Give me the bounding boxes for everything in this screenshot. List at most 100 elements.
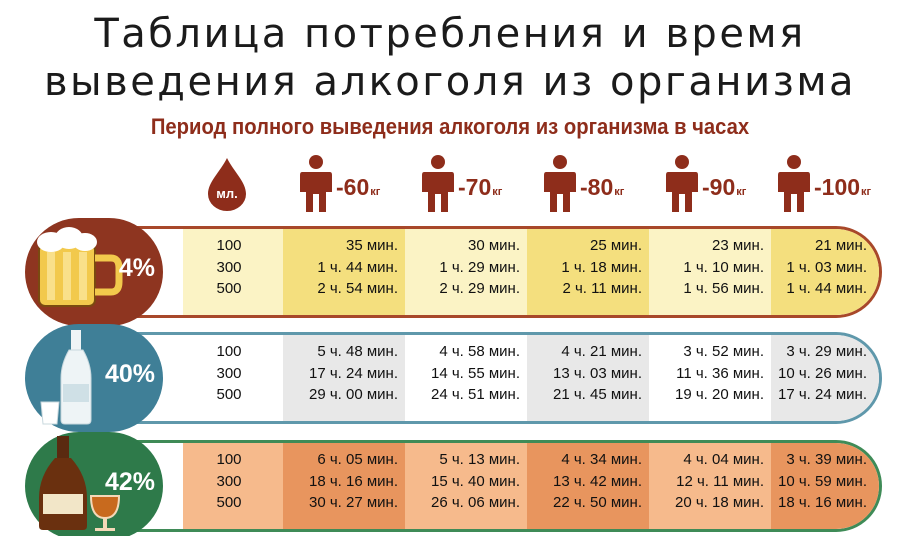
time-value: 1 ч. 03 мин. bbox=[786, 258, 867, 276]
time-value: 15 ч. 40 мин. bbox=[431, 472, 520, 490]
beer-row: 100 300 500 35 мин. 1 ч. 44 мин. 2 ч. 54… bbox=[40, 226, 882, 318]
time-value: 23 мин. bbox=[712, 237, 764, 254]
person-icon bbox=[666, 155, 698, 212]
time-value: 1 ч. 44 мин. bbox=[317, 258, 398, 276]
time-cell-90kg: 3 ч. 52 мин. 11 ч. 36 мин. 19 ч. 20 мин. bbox=[675, 341, 764, 406]
time-cell-60kg: 6 ч. 05 мин. 18 ч. 16 мин. 30 ч. 27 мин. bbox=[309, 449, 398, 514]
weight-header-100: -100кг bbox=[776, 154, 891, 216]
time-cell-80kg: 4 ч. 34 мин. 13 ч. 42 мин. 22 ч. 50 мин. bbox=[553, 449, 642, 514]
person-icon bbox=[544, 155, 576, 212]
volume-value: 300 bbox=[216, 364, 242, 382]
time-value: 4 ч. 04 мин. bbox=[683, 451, 764, 468]
time-value: 21 мин. bbox=[815, 237, 867, 254]
time-value: 19 ч. 20 мин. bbox=[675, 386, 764, 403]
weight-label-80: -80кг bbox=[580, 174, 625, 200]
cognac-badge: 42% bbox=[25, 432, 163, 536]
weight-header-90: -90кг bbox=[664, 154, 754, 216]
volume-value: 500 bbox=[216, 386, 242, 403]
time-value: 17 ч. 24 мин. bbox=[778, 386, 867, 403]
volume-value: 100 bbox=[216, 237, 242, 254]
vodka-bottle-icon bbox=[40, 330, 92, 425]
time-cell-70kg: 30 мин. 1 ч. 29 мин. 2 ч. 29 мин. bbox=[439, 235, 520, 300]
weight-label-60: -60кг bbox=[336, 174, 381, 200]
time-cell-80kg: 25 мин. 1 ч. 18 мин. 2 ч. 11 мин. bbox=[561, 235, 642, 300]
time-value: 1 ч. 18 мин. bbox=[561, 258, 642, 276]
time-value: 21 ч. 45 мин. bbox=[553, 386, 642, 403]
time-value: 3 ч. 52 мин. bbox=[683, 343, 764, 360]
table-subtitle: Период полного выведения алкоголя из орг… bbox=[150, 114, 750, 139]
volume-values: 100 300 500 bbox=[201, 449, 257, 514]
weight-label-70: -70кг bbox=[458, 174, 503, 200]
time-cell-70kg: 4 ч. 58 мин. 14 ч. 55 мин. 24 ч. 51 мин. bbox=[431, 341, 520, 406]
time-value: 18 ч. 16 мин. bbox=[309, 472, 398, 490]
time-value: 3 ч. 39 мин. bbox=[786, 451, 867, 468]
drop-icon bbox=[208, 158, 246, 211]
time-value: 4 ч. 58 мин. bbox=[439, 343, 520, 360]
time-value: 30 ч. 27 мин. bbox=[309, 494, 398, 511]
time-value: 3 ч. 29 мин. bbox=[786, 343, 867, 360]
time-value: 1 ч. 56 мин. bbox=[683, 280, 764, 297]
time-value: 10 ч. 26 мин. bbox=[778, 364, 867, 382]
time-cell-90kg: 23 мин. 1 ч. 10 мин. 1 ч. 56 мин. bbox=[683, 235, 764, 300]
cognac-row: 100 300 500 6 ч. 05 мин. 18 ч. 16 мин. 3… bbox=[40, 440, 882, 532]
time-value: 10 ч. 59 мин. bbox=[778, 472, 867, 490]
time-value: 4 ч. 21 мин. bbox=[561, 343, 642, 360]
time-cell-70kg: 5 ч. 13 мин. 15 ч. 40 мин. 26 ч. 06 мин. bbox=[431, 449, 520, 514]
time-value: 26 ч. 06 мин. bbox=[431, 494, 520, 511]
time-value: 4 ч. 34 мин. bbox=[561, 451, 642, 468]
alcohol-percent: 42% bbox=[104, 468, 155, 496]
time-value: 2 ч. 29 мин. bbox=[439, 280, 520, 297]
alcohol-percent: 4% bbox=[118, 254, 155, 282]
volume-value: 300 bbox=[216, 258, 242, 276]
time-value: 2 ч. 54 мин. bbox=[317, 280, 398, 297]
beer-mug-icon bbox=[37, 227, 123, 307]
time-value: 14 ч. 55 мин. bbox=[431, 364, 520, 382]
time-value: 1 ч. 10 мин. bbox=[683, 258, 764, 276]
time-cell-100kg: 21 мин. 1 ч. 03 мин. 1 ч. 44 мин. bbox=[786, 235, 867, 300]
beer-badge: 4% bbox=[25, 218, 163, 326]
time-value: 20 ч. 18 мин. bbox=[675, 494, 764, 511]
volume-unit-label: мл. bbox=[216, 186, 238, 201]
volume-values: 100 300 500 bbox=[201, 341, 257, 406]
page-title-line-1: Таблица потребления и время bbox=[94, 11, 806, 57]
person-icon bbox=[422, 155, 454, 212]
time-value: 11 ч. 36 мин. bbox=[676, 364, 764, 382]
alcohol-percent: 40% bbox=[104, 360, 155, 388]
weight-label-90: -90кг bbox=[702, 174, 747, 200]
volume-value: 300 bbox=[216, 472, 242, 490]
volume-value: 100 bbox=[216, 343, 242, 360]
time-cell-90kg: 4 ч. 04 мин. 12 ч. 11 мин. 20 ч. 18 мин. bbox=[675, 449, 764, 514]
time-value: 2 ч. 11 мин. bbox=[562, 280, 642, 297]
vodka-row: 100 300 500 5 ч. 48 мин. 17 ч. 24 мин. 2… bbox=[40, 332, 882, 424]
time-value: 25 мин. bbox=[590, 237, 642, 254]
time-value: 5 ч. 13 мин. bbox=[439, 451, 520, 468]
time-value: 24 ч. 51 мин. bbox=[431, 386, 520, 403]
time-cell-60kg: 5 ч. 48 мин. 17 ч. 24 мин. 29 ч. 00 мин. bbox=[309, 341, 398, 406]
weight-label-100: -100кг bbox=[814, 174, 872, 200]
time-value: 35 мин. bbox=[346, 237, 398, 254]
volume-header: мл. bbox=[202, 156, 252, 212]
time-cell-100kg: 3 ч. 39 мин. 10 ч. 59 мин. 18 ч. 16 мин. bbox=[778, 449, 867, 514]
volume-value: 500 bbox=[216, 494, 242, 511]
volume-values: 100 300 500 bbox=[201, 235, 257, 300]
time-value: 1 ч. 44 мин. bbox=[786, 280, 867, 297]
time-cell-60kg: 35 мин. 1 ч. 44 мин. 2 ч. 54 мин. bbox=[317, 235, 398, 300]
time-cell-80kg: 4 ч. 21 мин. 13 ч. 03 мин. 21 ч. 45 мин. bbox=[553, 341, 642, 406]
weight-header-80: -80кг bbox=[542, 154, 632, 216]
vodka-badge: 40% bbox=[25, 324, 163, 432]
volume-value: 100 bbox=[216, 451, 242, 468]
time-value: 18 ч. 16 мин. bbox=[778, 494, 867, 511]
volume-value: 500 bbox=[216, 280, 242, 297]
time-value: 6 ч. 05 мин. bbox=[317, 451, 398, 468]
time-value: 30 мин. bbox=[468, 237, 520, 254]
time-value: 1 ч. 29 мин. bbox=[439, 258, 520, 276]
time-cell-100kg: 3 ч. 29 мин. 10 ч. 26 мин. 17 ч. 24 мин. bbox=[778, 341, 867, 406]
person-icon bbox=[778, 155, 810, 212]
time-value: 12 ч. 11 мин. bbox=[676, 472, 764, 490]
person-icon bbox=[300, 155, 332, 212]
weight-header-60: -60кг bbox=[298, 154, 388, 216]
time-value: 5 ч. 48 мин. bbox=[317, 343, 398, 360]
time-value: 13 ч. 03 мин. bbox=[553, 364, 642, 382]
time-value: 29 ч. 00 мин. bbox=[309, 386, 398, 403]
page-title-line-2: выведения алкоголя из организма bbox=[43, 59, 857, 105]
